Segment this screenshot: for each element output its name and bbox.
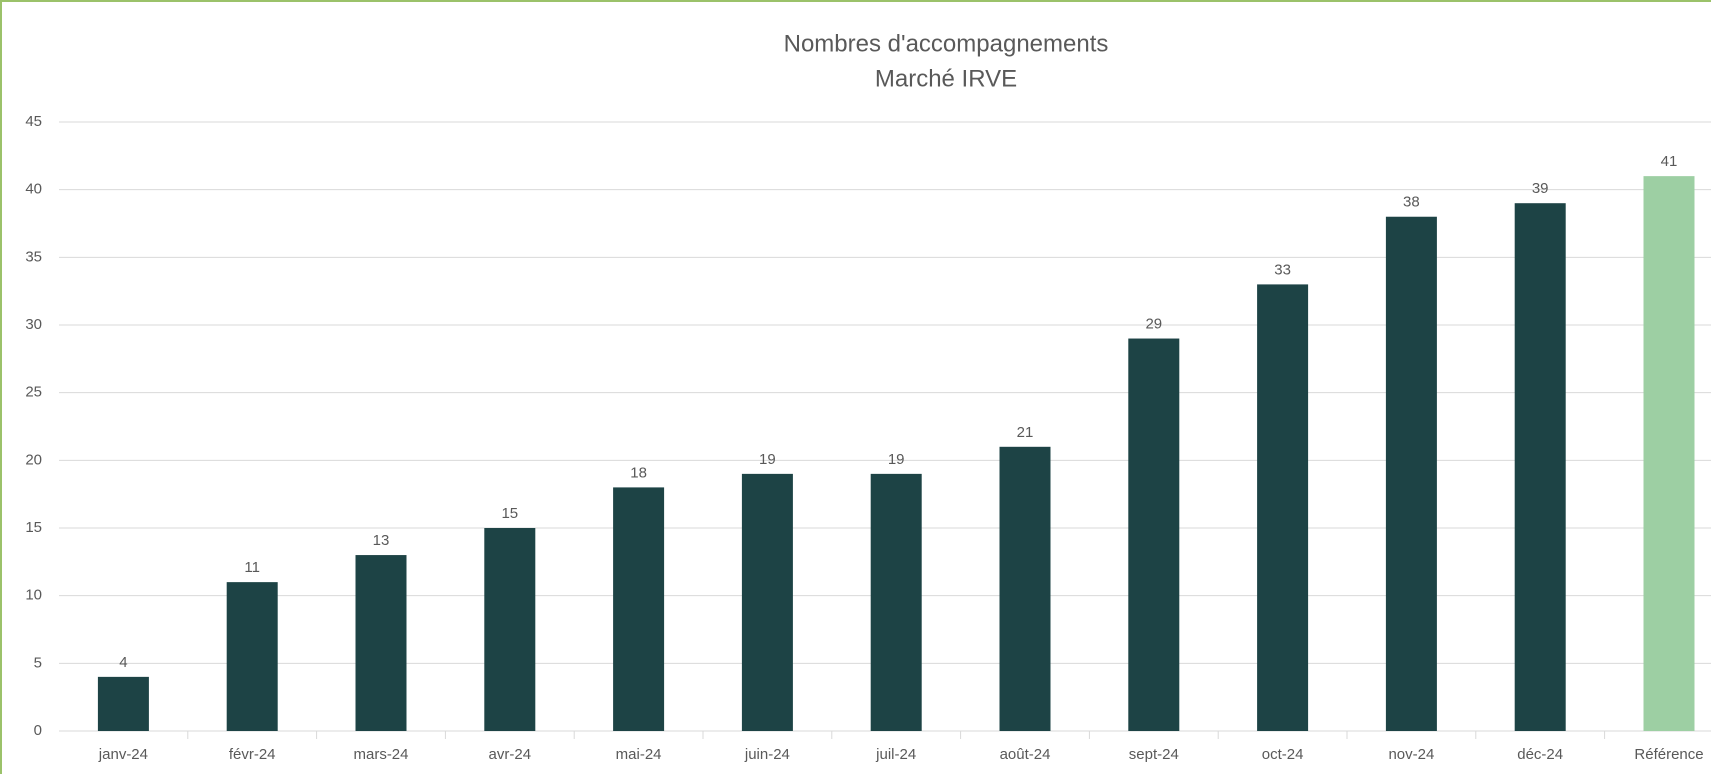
y-tick-label: 45 xyxy=(25,113,42,130)
x-tick-label: avr-24 xyxy=(489,746,532,763)
data-label: 38 xyxy=(1403,194,1420,211)
y-tick-label: 20 xyxy=(25,451,42,468)
y-tick-label: 25 xyxy=(25,384,42,401)
y-tick-label: 0 xyxy=(34,722,42,739)
bar xyxy=(999,446,1051,731)
x-tick-label: mars-24 xyxy=(353,746,408,763)
data-label: 18 xyxy=(630,464,647,481)
data-label: 15 xyxy=(501,505,518,522)
x-tick-label: juil-24 xyxy=(875,746,916,763)
data-label: 39 xyxy=(1532,180,1549,197)
x-tick-label: oct-24 xyxy=(1262,746,1304,763)
bar xyxy=(870,473,922,731)
y-tick-label: 5 xyxy=(34,654,42,671)
bar xyxy=(1643,176,1695,732)
data-label: 33 xyxy=(1274,261,1291,278)
bar xyxy=(226,582,278,731)
x-tick-label: févr-24 xyxy=(229,746,276,763)
y-tick-label: 10 xyxy=(25,587,42,604)
chart-title: Nombres d'accompagnements xyxy=(784,30,1109,57)
x-tick-label: sept-24 xyxy=(1129,746,1179,763)
y-tick-label: 30 xyxy=(25,316,42,333)
x-tick-label: mai-24 xyxy=(616,746,662,763)
data-label: 21 xyxy=(1017,424,1034,441)
y-tick-label: 15 xyxy=(25,519,42,536)
y-tick-label: 35 xyxy=(25,248,42,265)
data-label: 19 xyxy=(759,451,776,468)
data-label: 11 xyxy=(244,559,260,576)
bar xyxy=(1514,203,1566,731)
bar xyxy=(1128,338,1180,731)
data-label: 13 xyxy=(373,532,390,549)
data-label: 4 xyxy=(119,654,127,671)
bar xyxy=(1257,284,1309,731)
x-tick-label: Référence xyxy=(1634,746,1703,763)
data-label: 19 xyxy=(888,451,905,468)
bar xyxy=(741,473,793,731)
y-tick-label: 40 xyxy=(25,181,42,198)
x-tick-label: janv-24 xyxy=(98,746,148,763)
data-label: 29 xyxy=(1145,316,1162,333)
bar xyxy=(1385,216,1437,731)
x-tick-label: juin-24 xyxy=(744,746,790,763)
x-tick-label: nov-24 xyxy=(1388,746,1434,763)
chart-subtitle: Marché IRVE xyxy=(875,65,1017,92)
bar xyxy=(613,487,665,731)
bar xyxy=(97,676,149,731)
bar xyxy=(484,528,536,731)
x-tick-label: août-24 xyxy=(1000,746,1051,763)
bar xyxy=(355,555,407,731)
data-label: 41 xyxy=(1661,153,1678,170)
x-tick-label: déc-24 xyxy=(1517,746,1563,763)
